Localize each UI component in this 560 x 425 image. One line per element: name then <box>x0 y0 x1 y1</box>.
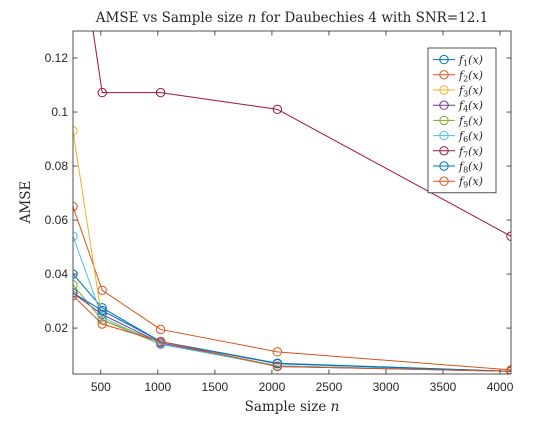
x-tick-label: 2000 <box>259 380 286 394</box>
legend-swatch-marker <box>439 85 449 95</box>
y-tick-label: 0.12 <box>45 51 69 65</box>
legend-label: f7(x) <box>458 145 483 160</box>
tick-marks <box>73 31 511 374</box>
legend-label: f1(x) <box>458 54 483 69</box>
legend-item: f8(x) <box>433 160 483 175</box>
legend-item: f1(x) <box>433 54 483 69</box>
x-tick-label: 2500 <box>316 380 343 394</box>
legend-swatch-marker <box>439 146 449 156</box>
axes-box <box>72 30 512 375</box>
legend: f1(x)f2(x)f3(x)f4(x)f5(x) f6(x)f7(x)f8(x)… <box>427 47 497 194</box>
series-line-2 <box>73 206 511 371</box>
data-point <box>155 324 166 335</box>
y-tick-label: 0.02 <box>45 321 69 335</box>
data-point <box>155 336 166 347</box>
legend-swatch-marker <box>439 161 449 171</box>
legend-swatch-marker <box>439 176 449 186</box>
series-line-9 <box>73 295 511 372</box>
legend-item: f7(x) <box>433 145 483 160</box>
legend-label: f4(x) <box>458 99 483 114</box>
legend-item: f9(x) <box>433 175 483 190</box>
data-point <box>97 87 107 98</box>
legend-item: f6(x) <box>433 130 483 145</box>
legend-swatch-marker <box>439 100 449 110</box>
legend-label: f6(x) <box>458 130 483 145</box>
legend-item: f5(x) <box>433 114 483 129</box>
data-point <box>97 312 107 322</box>
x-tick-label: 1000 <box>145 380 172 394</box>
legend-item: f2(x) <box>433 69 483 84</box>
legend-swatch-marker <box>439 115 449 126</box>
tick-labels: 500 1000 1500 2000 2500 3000 3500 4000 0.02 0.04 0… <box>45 51 514 394</box>
y-tick-label: 0.1 <box>51 105 68 119</box>
legend-swatch-marker <box>439 54 449 65</box>
chart-title: AMSE vs Sample size n for Daubechies 4 w… <box>95 10 488 26</box>
legend-label: f9(x) <box>458 175 483 190</box>
x-tick-label: 4000 <box>487 380 514 394</box>
y-tick-label: 0.08 <box>45 159 69 173</box>
legend-swatch-marker <box>439 130 449 141</box>
data-point <box>97 319 107 329</box>
data-point <box>272 359 283 369</box>
data-point <box>272 347 283 357</box>
legend-swatch-marker <box>439 70 449 80</box>
legend-label: f8(x) <box>458 160 483 175</box>
x-axis-label: Sample size n <box>245 399 340 415</box>
legend-label: f2(x) <box>458 69 483 84</box>
data-point <box>272 104 283 115</box>
y-axis-label: AMSE <box>18 181 34 225</box>
legend-item: f3(x) <box>433 84 483 99</box>
series-7 <box>92 31 511 241</box>
x-tick-label: 500 <box>91 380 111 394</box>
data-point <box>155 339 166 349</box>
series-line-7 <box>92 31 511 237</box>
data-point <box>155 87 166 98</box>
legend-label: f3(x) <box>458 84 483 99</box>
axes <box>72 30 512 375</box>
x-tick-label: 3000 <box>373 380 400 394</box>
data-point <box>272 361 283 372</box>
legend-label: f5(x) <box>458 114 483 128</box>
y-tick-label: 0.06 <box>45 213 69 227</box>
legend-item: f4(x) <box>433 99 483 114</box>
x-tick-label: 1500 <box>202 380 229 394</box>
x-tick-label: 3500 <box>430 380 457 394</box>
y-tick-label: 0.04 <box>45 267 69 281</box>
data-point <box>97 305 107 316</box>
